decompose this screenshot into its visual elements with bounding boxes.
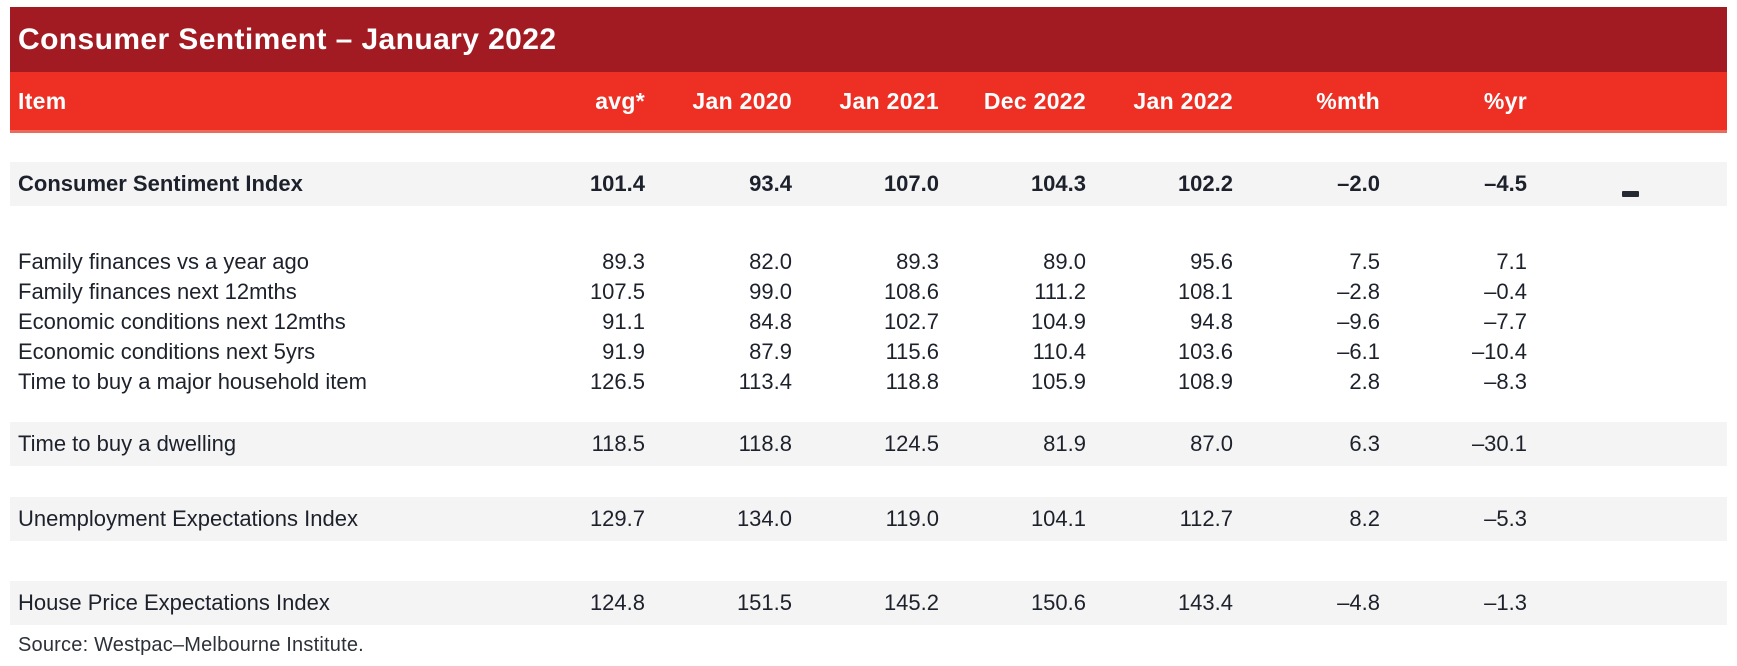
row-label: Economic conditions next 5yrs bbox=[18, 339, 316, 364]
value-cell: 102.7 bbox=[883, 309, 939, 334]
value-cell: 150.6 bbox=[1030, 590, 1086, 615]
value-cell: 111.2 bbox=[1034, 279, 1086, 304]
value-cell: 124.8 bbox=[589, 590, 645, 615]
value-cell: 126.5 bbox=[589, 369, 645, 394]
value-cell: 119.0 bbox=[885, 506, 939, 531]
value-cell: 89.3 bbox=[896, 249, 939, 274]
value-cell: 102.2 bbox=[1177, 171, 1233, 196]
table-row-consumer-sentiment-index: Consumer Sentiment Index 101.4 93.4 107.0 10… bbox=[10, 162, 1727, 206]
row-label: Economic conditions next 12mths bbox=[18, 309, 346, 334]
column-header-avg: avg* bbox=[595, 87, 645, 114]
row-label: Unemployment Expectations Index bbox=[18, 506, 358, 531]
value-cell: –0.4 bbox=[1484, 279, 1527, 304]
value-cell: 101.4 bbox=[589, 171, 645, 196]
value-cell: –10.4 bbox=[1471, 339, 1527, 364]
value-cell: –6.1 bbox=[1337, 339, 1380, 364]
value-cell: –2.8 bbox=[1337, 279, 1380, 304]
value-cell: 81.9 bbox=[1043, 431, 1086, 456]
value-cell: –7.7 bbox=[1484, 309, 1527, 334]
row-label: Consumer Sentiment Index bbox=[18, 171, 303, 196]
column-header-dec-2022: Dec 2022 bbox=[983, 87, 1086, 114]
value-cell: –4.5 bbox=[1484, 171, 1527, 196]
table-body: Consumer Sentiment Index 101.4 93.4 107.0 10… bbox=[10, 162, 1727, 625]
value-cell: 129.7 bbox=[589, 506, 645, 531]
value-cell: 91.1 bbox=[602, 309, 645, 334]
value-cell: 104.9 bbox=[1030, 309, 1086, 334]
page-title: Consumer Sentiment – January 2022 bbox=[18, 22, 557, 56]
value-cell: 91.9 bbox=[602, 339, 645, 364]
value-cell: –8.3 bbox=[1484, 369, 1527, 394]
value-cell: 118.8 bbox=[738, 431, 792, 456]
value-cell: 104.3 bbox=[1030, 171, 1086, 196]
value-cell: 2.8 bbox=[1349, 369, 1380, 394]
value-cell: 113.4 bbox=[738, 369, 792, 394]
table-row-economic-conditions-next-5yrs: Economic conditions next 5yrs 91.9 87.9 115… bbox=[10, 337, 1727, 367]
value-cell: 108.6 bbox=[883, 279, 939, 304]
value-cell: 89.3 bbox=[602, 249, 645, 274]
value-cell: 145.2 bbox=[883, 590, 939, 615]
value-cell: 118.5 bbox=[591, 431, 645, 456]
value-cell: 87.0 bbox=[1190, 431, 1233, 456]
value-cell: –9.6 bbox=[1337, 309, 1380, 334]
value-cell: –30.1 bbox=[1471, 431, 1527, 456]
column-header-row: Item avg* Jan 2020 Jan 2021 Dec 2022 Jan 2022… bbox=[10, 72, 1727, 133]
value-cell: 6.3 bbox=[1349, 431, 1380, 456]
column-header-item: Item bbox=[18, 87, 67, 114]
value-cell: 115.6 bbox=[885, 339, 939, 364]
row-label: Family finances next 12mths bbox=[18, 279, 297, 304]
value-cell: 110.4 bbox=[1032, 339, 1086, 364]
value-cell: 104.1 bbox=[1030, 506, 1086, 531]
value-cell: 118.8 bbox=[885, 369, 939, 394]
row-label: Family finances vs a year ago bbox=[18, 249, 310, 274]
table-row-unemployment-expectations-index: Unemployment Expectations Index 129.7 134.… bbox=[10, 497, 1727, 541]
small-dash-artifact bbox=[1622, 191, 1639, 197]
column-header-mth: %mth bbox=[1316, 87, 1380, 114]
table-row-time-to-buy-a-major-household-item: Time to buy a major household item 126.5 1… bbox=[10, 367, 1727, 397]
value-cell: 108.9 bbox=[1177, 369, 1233, 394]
value-cell: –5.3 bbox=[1484, 506, 1527, 531]
value-cell: 84.8 bbox=[749, 309, 792, 334]
table-row-family-finances-next-12mths: Family finances next 12mths 107.5 99.0 108.… bbox=[10, 277, 1727, 307]
value-cell: 89.0 bbox=[1043, 249, 1086, 274]
value-cell: 143.4 bbox=[1177, 590, 1233, 615]
value-cell: 99.0 bbox=[749, 279, 792, 304]
value-cell: 151.5 bbox=[736, 590, 792, 615]
value-cell: 124.5 bbox=[883, 431, 939, 456]
table-row-time-to-buy-a-dwelling: Time to buy a dwelling 118.5 118.8 124.5 81.… bbox=[10, 422, 1727, 466]
table-row-economic-conditions-next-12mths: Economic conditions next 12mths 91.1 84.8 1… bbox=[10, 307, 1727, 337]
table-title-bar: Consumer Sentiment – January 2022 bbox=[10, 7, 1727, 72]
table-row-house-price-expectations-index: House Price Expectations Index 124.8 151.5… bbox=[10, 581, 1727, 625]
value-cell: 134.0 bbox=[736, 506, 792, 531]
row-label: Time to buy a dwelling bbox=[18, 431, 237, 456]
table-row-family-finances-vs-a-year-ago: Family finances vs a year ago 89.3 82.0 89.… bbox=[10, 247, 1727, 277]
value-cell: 95.6 bbox=[1190, 249, 1233, 274]
source-note: Source: Westpac–Melbourne Institute. bbox=[18, 634, 364, 656]
value-cell: –4.8 bbox=[1337, 590, 1380, 615]
value-cell: 8.2 bbox=[1349, 506, 1380, 531]
column-header-jan-2021: Jan 2021 bbox=[839, 87, 939, 114]
consumer-sentiment-table: Consumer Sentiment – January 2022 Item av… bbox=[10, 7, 1727, 657]
value-cell: 107.5 bbox=[589, 279, 645, 304]
value-cell: 94.8 bbox=[1190, 309, 1233, 334]
value-cell: 112.7 bbox=[1179, 506, 1233, 531]
row-label: Time to buy a major household item bbox=[18, 369, 367, 394]
value-cell: –1.3 bbox=[1484, 590, 1527, 615]
value-cell: –2.0 bbox=[1337, 171, 1380, 196]
column-header-yr: %yr bbox=[1483, 87, 1527, 114]
row-label: House Price Expectations Index bbox=[18, 590, 330, 615]
value-cell: 93.4 bbox=[749, 171, 792, 196]
value-cell: 105.9 bbox=[1030, 369, 1086, 394]
value-cell: 7.5 bbox=[1349, 249, 1380, 274]
value-cell: 107.0 bbox=[883, 171, 939, 196]
value-cell: 103.6 bbox=[1177, 339, 1233, 364]
value-cell: 108.1 bbox=[1177, 279, 1233, 304]
value-cell: 7.1 bbox=[1496, 249, 1527, 274]
value-cell: 87.9 bbox=[749, 339, 792, 364]
column-header-jan-2022: Jan 2022 bbox=[1133, 87, 1233, 114]
value-cell: 82.0 bbox=[749, 249, 792, 274]
column-header-jan-2020: Jan 2020 bbox=[692, 87, 792, 114]
